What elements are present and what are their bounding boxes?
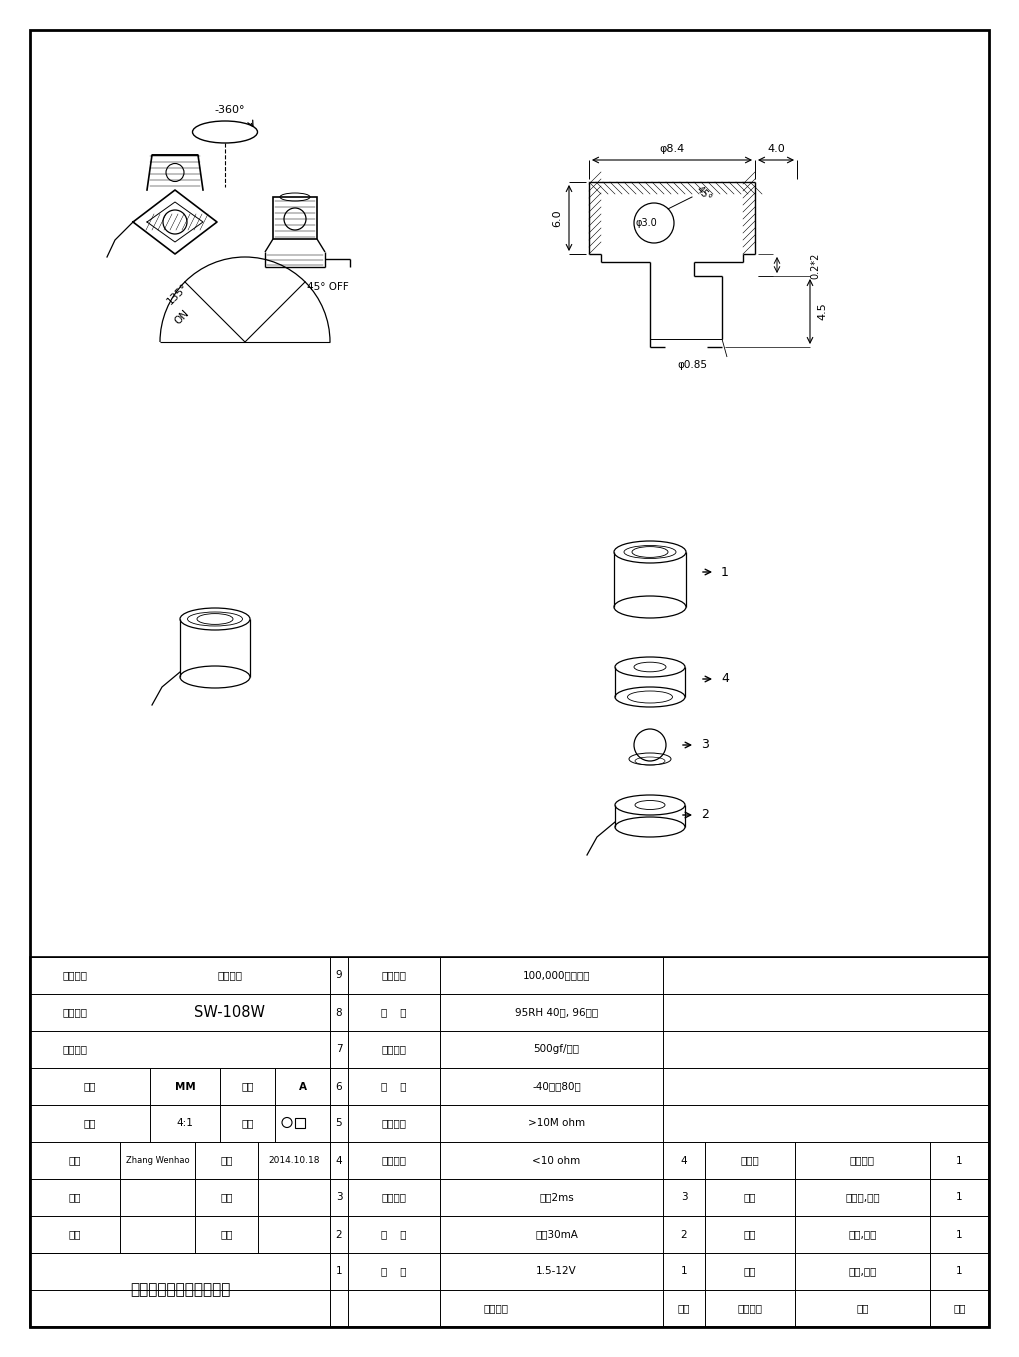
Text: φ0.85: φ0.85 [677, 360, 707, 370]
Text: 100,000周期以上: 100,000周期以上 [523, 970, 590, 981]
Text: 1: 1 [956, 1156, 963, 1166]
Text: φ3.0: φ3.0 [635, 218, 657, 228]
Text: 2: 2 [701, 809, 709, 821]
Text: 小于30mA: 小于30mA [535, 1229, 578, 1239]
Text: 4: 4 [335, 1156, 342, 1166]
Text: 导杯: 导杯 [744, 1229, 756, 1239]
Text: 6.0: 6.0 [552, 209, 562, 227]
Text: 比例: 比例 [84, 1118, 96, 1129]
Bar [30, 957, 989, 1327]
Text: 产品特性: 产品特性 [484, 1304, 510, 1314]
Text: 5: 5 [335, 1118, 342, 1129]
Text: ON: ON [173, 308, 192, 326]
Text: 0.2*2: 0.2*2 [810, 252, 820, 280]
Text: 日期: 日期 [220, 1193, 232, 1202]
Text: 4.5: 4.5 [817, 303, 827, 320]
Text: 6: 6 [335, 1082, 342, 1091]
Text: 2014.10.18: 2014.10.18 [268, 1156, 320, 1166]
Text: 4: 4 [721, 673, 729, 685]
Text: 端子拉力: 端子拉力 [381, 1045, 407, 1054]
Text: 东菞市闰豪实业有限公司: 东菞市闰豪实业有限公司 [129, 1282, 230, 1297]
Text: 500gf/分钟: 500gf/分钟 [534, 1045, 580, 1054]
Text: 审核: 审核 [68, 1193, 82, 1202]
Text: 鑰帽: 鑰帽 [744, 1266, 756, 1277]
Text: 零件名称: 零件名称 [738, 1304, 762, 1314]
Text: SW-108W: SW-108W [195, 1006, 266, 1020]
Text: 2: 2 [681, 1229, 687, 1239]
Text: 4:1: 4:1 [176, 1118, 194, 1129]
Text: 电    压: 电 压 [381, 1266, 407, 1277]
Text: 单位: 单位 [84, 1082, 96, 1091]
Text: 数量: 数量 [953, 1304, 966, 1314]
Text: 9: 9 [335, 970, 342, 981]
Text: MM: MM [174, 1082, 196, 1091]
Text: 画法: 画法 [242, 1118, 254, 1129]
Text: 4: 4 [681, 1156, 687, 1166]
Text: 135°: 135° [165, 282, 190, 307]
Text: 图纸编号: 图纸编号 [62, 1045, 88, 1054]
Text: 3: 3 [681, 1193, 687, 1202]
Text: 耐    温: 耐 温 [381, 1082, 407, 1091]
Text: -360°: -360° [215, 104, 246, 115]
Text: 95RH 40度, 96小时: 95RH 40度, 96小时 [515, 1007, 598, 1018]
Text: 操作寿命: 操作寿命 [381, 970, 407, 981]
Text: 日期: 日期 [220, 1156, 232, 1166]
Bar [273, 197, 317, 239]
Text: 45°: 45° [694, 185, 713, 204]
Text: 不锈锂,镀銀: 不锈锂,镀銀 [845, 1193, 879, 1202]
Text: 4.0: 4.0 [767, 144, 785, 153]
Text: 1: 1 [956, 1229, 963, 1239]
Text: 7: 7 [335, 1045, 342, 1054]
Text: 湿    度: 湿 度 [381, 1007, 407, 1018]
Text: φ8.4: φ8.4 [659, 144, 685, 153]
Text: 产品名称: 产品名称 [62, 970, 88, 981]
Text: 1: 1 [335, 1266, 342, 1277]
Text: 材质: 材质 [856, 1304, 869, 1314]
Text: 耐温尼龙: 耐温尼龙 [850, 1156, 875, 1166]
Text: 产品编号: 产品编号 [62, 1007, 88, 1018]
Text: 1: 1 [956, 1193, 963, 1202]
Text: -40度至80度: -40度至80度 [532, 1082, 581, 1091]
Text: 导通时间: 导通时间 [381, 1193, 407, 1202]
Text: 制图: 制图 [68, 1156, 82, 1166]
Text: 大于2ms: 大于2ms [539, 1193, 574, 1202]
Text: 45° OFF: 45° OFF [307, 282, 348, 292]
Text: 版本: 版本 [242, 1082, 254, 1091]
Text: 3: 3 [701, 738, 709, 752]
Text: 黄锂,镀銀: 黄锂,镀銀 [848, 1229, 876, 1239]
Text: 1: 1 [956, 1266, 963, 1277]
Text: 核准: 核准 [68, 1229, 82, 1239]
Text: 电    流: 电 流 [381, 1229, 407, 1239]
Text: 绵缘环: 绵缘环 [741, 1156, 759, 1166]
Text: 滚珠: 滚珠 [744, 1193, 756, 1202]
Text: 1: 1 [721, 566, 729, 578]
Text: 8: 8 [335, 1007, 342, 1018]
Text: 滚珠开关: 滚珠开关 [217, 970, 243, 981]
Text: 1: 1 [681, 1266, 687, 1277]
Text: A: A [299, 1082, 307, 1091]
Text: 1.5-12V: 1.5-12V [536, 1266, 577, 1277]
Bar [294, 1118, 305, 1128]
Text: 黄锂,镀銀: 黄锂,镀銀 [848, 1266, 876, 1277]
Text: 闭路电阱: 闭路电阱 [381, 1156, 407, 1166]
Text: 序号: 序号 [678, 1304, 690, 1314]
Text: 日期: 日期 [220, 1229, 232, 1239]
Text: Zhang Wenhao: Zhang Wenhao [125, 1156, 190, 1166]
Text: >10M ohm: >10M ohm [528, 1118, 585, 1129]
Text: <10 ohm: <10 ohm [532, 1156, 581, 1166]
Text: 开路电阱: 开路电阱 [381, 1118, 407, 1129]
Text: 3: 3 [335, 1193, 342, 1202]
Text: 2: 2 [335, 1229, 342, 1239]
